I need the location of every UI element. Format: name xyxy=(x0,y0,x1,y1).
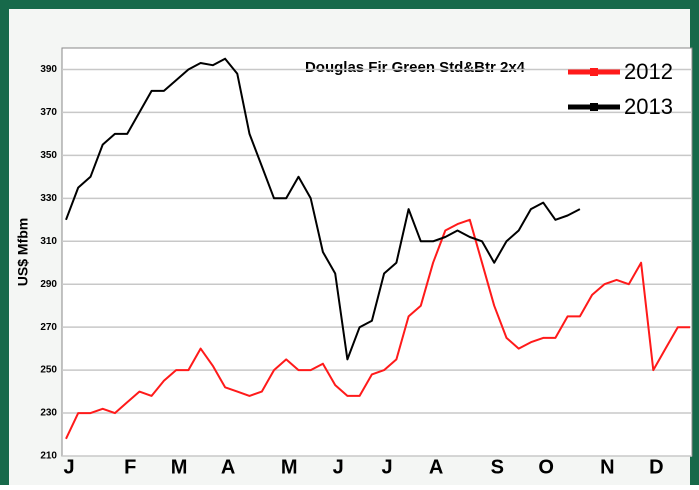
x-tick-label: D xyxy=(649,456,663,478)
x-tick-label: A xyxy=(221,456,235,478)
y-tick-label: 330 xyxy=(40,193,57,204)
y-tick-label: 370 xyxy=(40,107,57,118)
x-tick-label: N xyxy=(600,456,614,478)
legend-label: 2012 xyxy=(624,59,673,84)
y-tick-label: 290 xyxy=(40,279,57,290)
y-axis-label: US$ Mfbm xyxy=(15,218,31,286)
y-tick-label: 390 xyxy=(40,64,57,75)
y-tick-label: 350 xyxy=(40,150,57,161)
legend-marker xyxy=(590,68,598,76)
chart-title: Douglas Fir Green Std&Btr 2x4 xyxy=(305,59,526,76)
y-tick-label: 210 xyxy=(40,451,57,462)
x-tick-label: M xyxy=(171,456,188,478)
x-tick-label: F xyxy=(124,456,136,478)
x-tick-label: J xyxy=(382,456,393,478)
x-tick-label: S xyxy=(491,456,504,478)
y-tick-label: 230 xyxy=(40,408,57,419)
legend-marker xyxy=(590,103,598,111)
x-tick-label: M xyxy=(281,456,298,478)
y-tick-label: 250 xyxy=(40,365,57,376)
series-line xyxy=(65,57,581,361)
legend-label: 2013 xyxy=(624,94,673,119)
series-line xyxy=(65,218,690,440)
plot-area xyxy=(61,47,693,457)
y-tick-label: 270 xyxy=(40,322,57,333)
x-tick-label: J xyxy=(333,456,344,478)
x-tick-label: J xyxy=(63,456,74,478)
y-tick-label: 310 xyxy=(40,236,57,247)
x-tick-label: O xyxy=(538,456,554,478)
x-tick-label: A xyxy=(429,456,443,478)
